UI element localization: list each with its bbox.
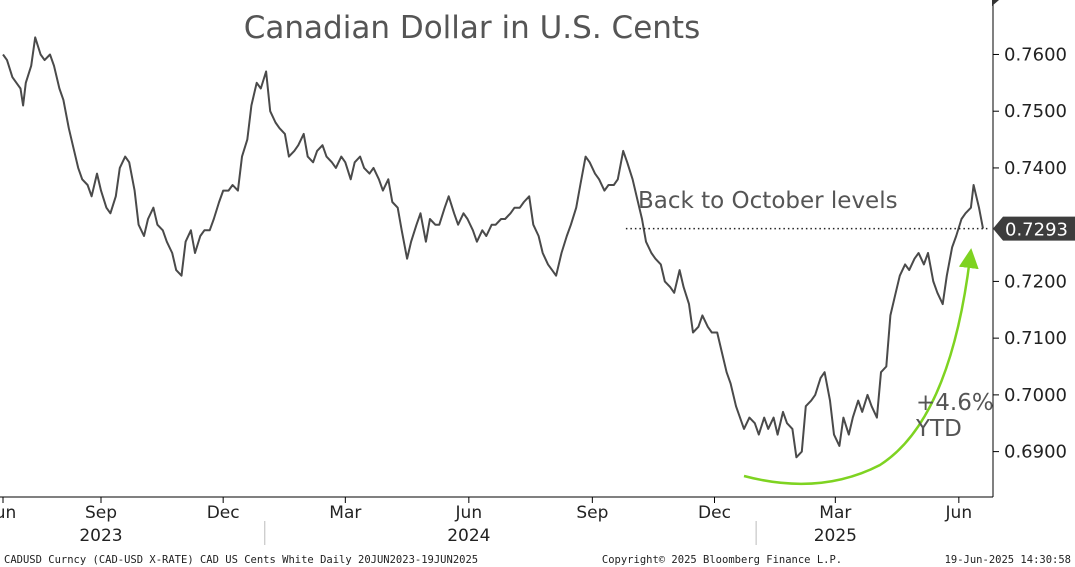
x-tick-label: Jun [0,503,16,523]
price-series [2,36,984,459]
x-year-label: 2025 [814,526,857,546]
ytd-arrow [743,248,979,486]
x-tick-label: Mar [329,503,361,523]
x-tick-label: Dec [698,503,731,523]
x-tick-label: Jun [455,503,483,523]
y-tick-label: 0.7500 [1004,101,1067,122]
y-tick-label: 0.6900 [1004,442,1067,463]
footer-copyright: Copyright© 2025 Bloomberg Finance L.P. [602,554,842,566]
y-tick-label: 0.7100 [1004,328,1067,349]
y-axis-top-marker [992,0,999,6]
y-tick-label: 0.7600 [1004,44,1067,65]
x-axis: Jun Sep Dec Mar Jun Sep Dec Mar Jun 2023 2024 2025 [0,496,993,546]
annotation-october: Back to October levels [638,188,898,214]
annotations: 0.7293 [625,216,1075,486]
last-value-label: 0.7293 [1005,220,1068,241]
x-tick-label: Sep [576,503,608,523]
x-year-label: 2024 [447,526,490,546]
footer-timestamp: 19-Jun-2025 14:30:58 [945,554,1071,566]
chart-title: Canadian Dollar in U.S. Cents [244,10,700,46]
annotation-ytd-pct: +4.6% [916,390,994,416]
x-tick-label: Jun [945,503,973,523]
last-value-box [993,216,1075,241]
x-year-label: 2023 [79,526,122,546]
footer-source: CADUSD Curncy (CAD-USD X-RATE) CAD US Ce… [4,554,478,566]
y-tick-label: 0.7000 [1004,385,1067,406]
x-tick-label: Dec [207,503,240,523]
x-tick-label: Sep [85,503,117,523]
x-tick-label: Mar [819,503,851,523]
y-tick-label: 0.7400 [1004,158,1067,179]
series-line [2,36,984,459]
y-tick-label: 0.7200 [1004,271,1067,292]
annotation-ytd-word: YTD [915,416,962,442]
y-axis: 0.7600 0.7500 0.7400 0.7200 0.7100 0.7000 0.69… [992,0,1067,497]
